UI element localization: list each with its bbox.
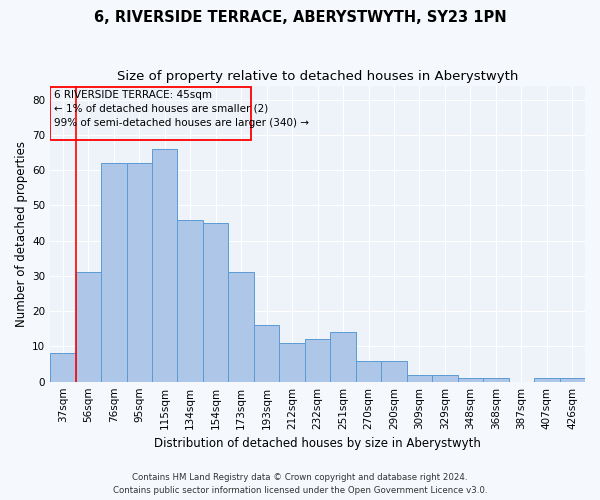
Bar xyxy=(229,272,254,382)
Bar xyxy=(101,163,127,382)
Bar xyxy=(280,343,305,382)
Bar xyxy=(483,378,509,382)
Bar xyxy=(50,354,76,382)
Bar xyxy=(254,326,280,382)
Text: ← 1% of detached houses are smaller (2): ← 1% of detached houses are smaller (2) xyxy=(54,104,268,114)
Bar xyxy=(407,374,432,382)
Bar xyxy=(560,378,585,382)
Bar xyxy=(178,220,203,382)
Bar xyxy=(152,149,178,382)
Bar xyxy=(305,340,331,382)
Text: 99% of semi-detached houses are larger (340) →: 99% of semi-detached houses are larger (… xyxy=(54,118,309,128)
Bar xyxy=(458,378,483,382)
Title: Size of property relative to detached houses in Aberystwyth: Size of property relative to detached ho… xyxy=(117,70,518,83)
Bar xyxy=(50,88,251,140)
Bar xyxy=(127,163,152,382)
Y-axis label: Number of detached properties: Number of detached properties xyxy=(15,140,28,326)
Bar xyxy=(331,332,356,382)
Text: 6 RIVERSIDE TERRACE: 45sqm: 6 RIVERSIDE TERRACE: 45sqm xyxy=(54,90,212,101)
Bar xyxy=(534,378,560,382)
Text: Contains HM Land Registry data © Crown copyright and database right 2024.
Contai: Contains HM Land Registry data © Crown c… xyxy=(113,474,487,495)
Bar xyxy=(432,374,458,382)
Bar xyxy=(356,360,381,382)
X-axis label: Distribution of detached houses by size in Aberystwyth: Distribution of detached houses by size … xyxy=(154,437,481,450)
Text: 6, RIVERSIDE TERRACE, ABERYSTWYTH, SY23 1PN: 6, RIVERSIDE TERRACE, ABERYSTWYTH, SY23 … xyxy=(94,10,506,25)
Bar xyxy=(381,360,407,382)
Bar xyxy=(76,272,101,382)
Bar xyxy=(203,223,229,382)
